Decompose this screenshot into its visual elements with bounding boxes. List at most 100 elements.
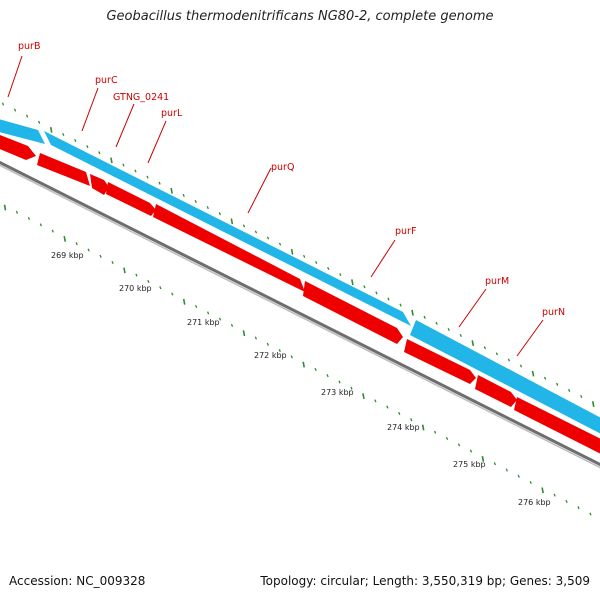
minor-tick [363,285,366,289]
minor-tick [62,132,65,136]
gene-label[interactable]: purF [395,226,416,237]
gene-label-layer: purB purC GTNG_0241 purL purQ purF purM … [18,41,565,318]
gene-label[interactable]: purL [161,108,183,119]
gene-leader-line [370,239,396,278]
major-tick [242,330,246,337]
gene-label[interactable]: purM [485,276,509,287]
major-tick [49,126,53,133]
reverse-gene-arrow[interactable] [514,397,600,456]
minor-tick [266,236,270,240]
minor-tick [447,327,450,331]
major-tick [421,424,425,431]
kbp-label: 272 kbp [254,351,287,360]
minor-tick [99,254,102,258]
forward-gene-segment[interactable] [0,118,45,144]
minor-tick [13,108,17,112]
minor-tick [435,321,438,325]
minor-tick [194,199,197,204]
minor-tick [387,297,390,301]
kbp-label: 275 kbp [453,460,486,469]
reverse-gene-arrow[interactable] [106,182,156,216]
minor-tick [146,175,149,179]
minor-tick [589,512,592,516]
gene-label[interactable]: purQ [271,162,294,173]
minor-tick [457,443,461,447]
reverse-gene-arrow[interactable] [90,174,109,195]
gene-label[interactable]: purN [542,307,565,318]
minor-tick [339,273,342,277]
kbp-label: 271 kbp [187,318,220,327]
minor-tick [182,193,185,197]
minor-tick [505,468,508,472]
minor-tick [290,355,293,359]
minor-tick [111,261,114,265]
reverse-gene-arrow[interactable] [37,153,90,186]
minor-tick [195,305,198,309]
major-tick [481,455,485,462]
minor-tick [27,217,31,221]
minor-tick [529,481,532,485]
minor-tick [565,499,568,503]
minor-tick [74,139,77,143]
map-title: Geobacillus thermodenitrificans NG80-2, … [106,9,494,24]
reverse-gene-arrow[interactable] [404,339,476,384]
gene-label[interactable]: GTNG_0241 [113,92,169,103]
minor-tick [543,376,547,380]
forward-gene-segment[interactable] [44,131,411,326]
major-tick [302,361,305,368]
minor-tick [38,120,41,124]
major-tick [471,340,475,347]
minor-tick [519,364,523,368]
gene-label[interactable]: purB [18,41,40,52]
minor-tick [326,374,329,378]
minor-tick [459,334,462,338]
gene-leader-line [81,87,99,132]
major-tick [531,370,535,377]
reverse-gene-arrow[interactable] [153,204,305,292]
minor-tick [98,151,101,155]
minor-tick [483,346,486,350]
minor-tick [147,279,150,283]
minor-tick [159,286,162,290]
minor-tick [134,169,137,173]
minor-tick [242,224,246,228]
major-tick [290,248,294,255]
minor-tick [171,292,174,296]
outer-tick-row [1,102,595,408]
minor-tick [410,418,413,422]
gene-label[interactable]: purC [95,75,118,86]
major-tick [3,204,7,211]
minor-tick [122,163,125,167]
minor-tick [75,242,78,246]
minor-tick [580,394,583,399]
gene-leader-line [147,120,167,164]
minor-tick [327,267,330,271]
minor-tick [278,242,282,246]
accession-text: Accession: NC_009328 [9,574,146,588]
reverse-gene-arrow[interactable] [0,133,36,160]
minor-tick [577,506,580,510]
genome-summary-text: Topology: circular; Length: 3,550,319 bp… [260,574,590,588]
minor-tick [218,317,222,321]
reverse-gene-arrow[interactable] [303,281,403,344]
minor-tick [206,311,210,315]
minor-tick [87,248,90,252]
minor-tick [254,336,258,340]
minor-tick [230,323,234,327]
minor-tick [375,291,378,295]
major-tick [351,279,354,286]
gene-label-leaders [7,55,544,357]
backbone-dark [0,160,600,467]
forward-strand-track [0,118,600,436]
major-tick [182,298,186,305]
minor-tick [254,230,258,234]
minor-tick [39,223,42,227]
minor-tick [398,411,401,415]
forward-gene-segment[interactable] [410,320,600,436]
minor-tick [517,474,520,478]
kbp-label: 269 kbp [51,251,84,260]
major-tick [591,401,595,408]
reverse-gene-arrow[interactable] [475,375,517,407]
minor-tick [338,380,341,384]
